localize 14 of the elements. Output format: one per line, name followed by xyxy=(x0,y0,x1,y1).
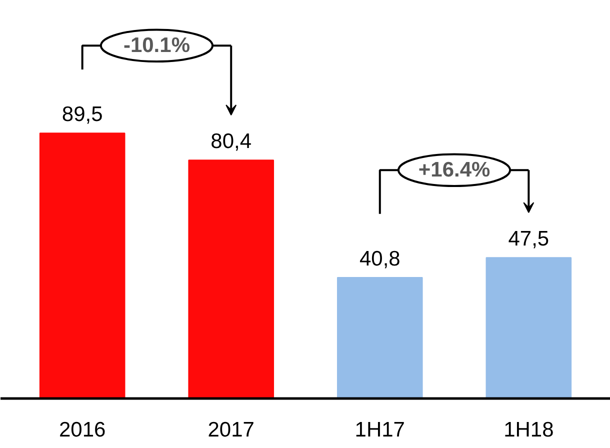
bar xyxy=(486,257,572,398)
x-tick-label: 2017 xyxy=(208,418,254,442)
data-label: 40,8 xyxy=(359,248,400,271)
x-tick-label: 1H17 xyxy=(354,418,405,442)
bar xyxy=(39,132,126,398)
x-tick-label: 1H18 xyxy=(504,418,554,442)
data-label: 89,5 xyxy=(62,103,103,126)
annotation: +16.4% xyxy=(418,158,491,182)
data-label: 47,5 xyxy=(508,228,550,251)
bar xyxy=(336,277,423,398)
data-label: 80,4 xyxy=(210,130,252,154)
text: -10.1% xyxy=(123,34,190,58)
bar xyxy=(188,160,274,398)
x-tick-label: 2016 xyxy=(58,418,106,442)
